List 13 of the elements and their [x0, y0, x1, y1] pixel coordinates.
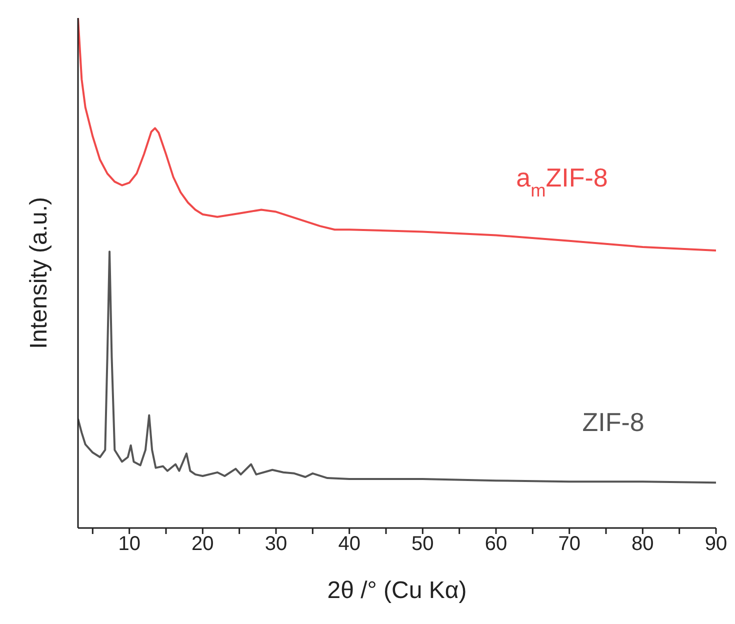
x-axis-title: 2θ /° (Cu Kα)	[327, 577, 467, 604]
series-label: ZIF-8	[582, 407, 644, 438]
x-tick-label: 40	[338, 533, 360, 556]
x-tick-label: 70	[558, 533, 580, 556]
x-tick-label: 90	[704, 533, 728, 556]
y-axis-title: Intensity (a.u.)	[26, 196, 53, 350]
x-tick-label: 50	[412, 533, 434, 556]
x-tick-label: 30	[264, 533, 288, 556]
x-tick-label: 80	[632, 533, 654, 556]
x-tick-label: 10	[118, 533, 140, 556]
series-label: a$_{m}$ZIF-8	[516, 162, 608, 200]
x-tick-label: 60	[484, 533, 508, 556]
x-tick-label: 20	[192, 533, 214, 556]
